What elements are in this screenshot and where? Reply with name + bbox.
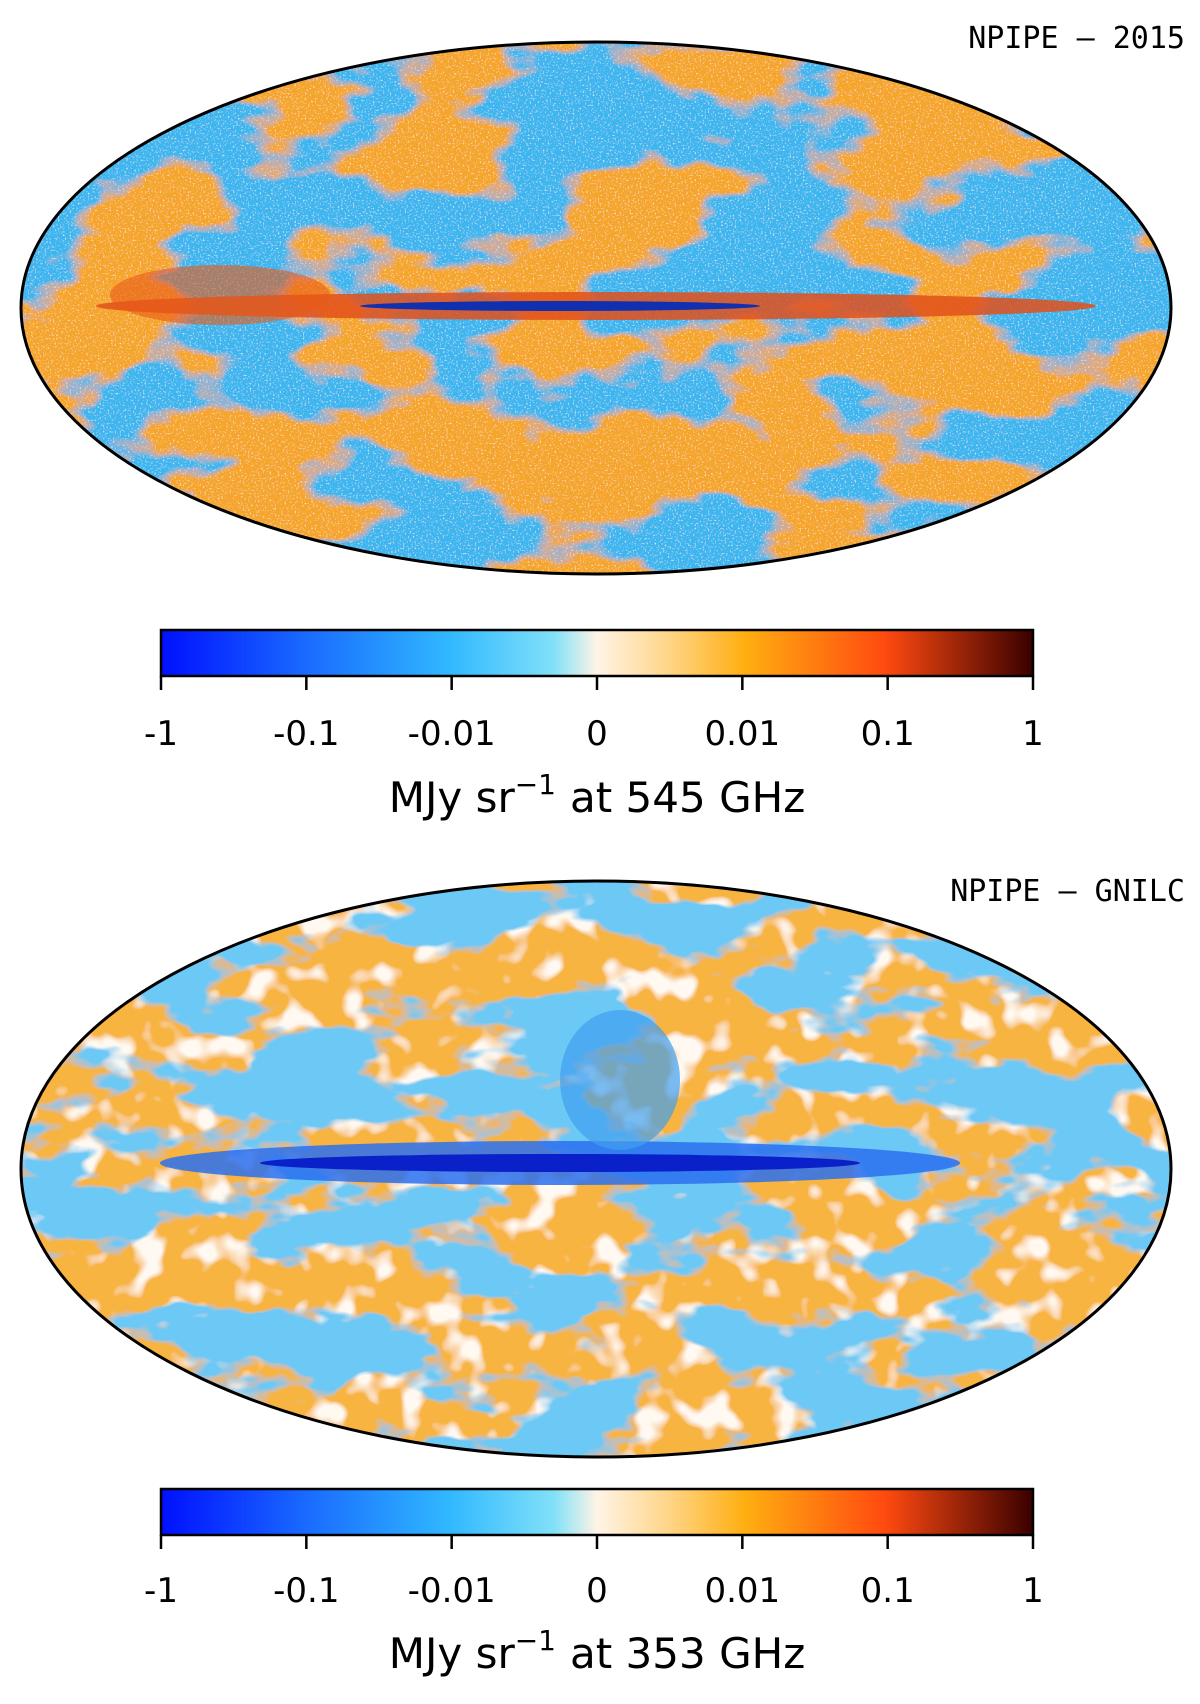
- tick-label: -0.1: [273, 714, 339, 754]
- tick-label: -0.1: [273, 1571, 339, 1611]
- unit: MJy sr: [389, 1629, 516, 1678]
- tick-label: -1: [144, 714, 178, 754]
- panel-title: NPIPE — 2015: [968, 21, 1185, 56]
- label-suffix: at 353 GHz: [570, 1629, 805, 1678]
- label-suffix: at 545 GHz: [570, 773, 805, 822]
- sky-map: [21, 42, 1171, 574]
- tick-label: 0.01: [704, 714, 780, 754]
- tick-label: -0.01: [408, 1571, 496, 1611]
- colorbar: [159, 628, 1035, 678]
- unit: MJy sr: [389, 773, 516, 822]
- tick-label: 1: [1022, 1571, 1044, 1611]
- tick-label: -1: [144, 1571, 178, 1611]
- sky-map: [21, 881, 1171, 1457]
- map-outline: [19, 40, 1173, 576]
- exponent: −1: [515, 1624, 556, 1657]
- tick-label: 0: [586, 1571, 608, 1611]
- panel-title: NPIPE — GNILC: [950, 874, 1185, 909]
- tick-label: 0.01: [704, 1571, 780, 1611]
- tick-label: 0.1: [861, 1571, 915, 1611]
- tick-label: 0: [586, 714, 608, 754]
- tick-label: 1: [1022, 714, 1044, 754]
- colorbar-label: MJy sr−1 at 353 GHz: [389, 1624, 806, 1678]
- colorbar: [159, 1487, 1035, 1537]
- colorbar-label: MJy sr−1 at 545 GHz: [389, 768, 806, 822]
- exponent: −1: [515, 768, 556, 801]
- map-outline: [19, 879, 1173, 1459]
- tick-label: 0.1: [861, 714, 915, 754]
- tick-label: -0.01: [408, 714, 496, 754]
